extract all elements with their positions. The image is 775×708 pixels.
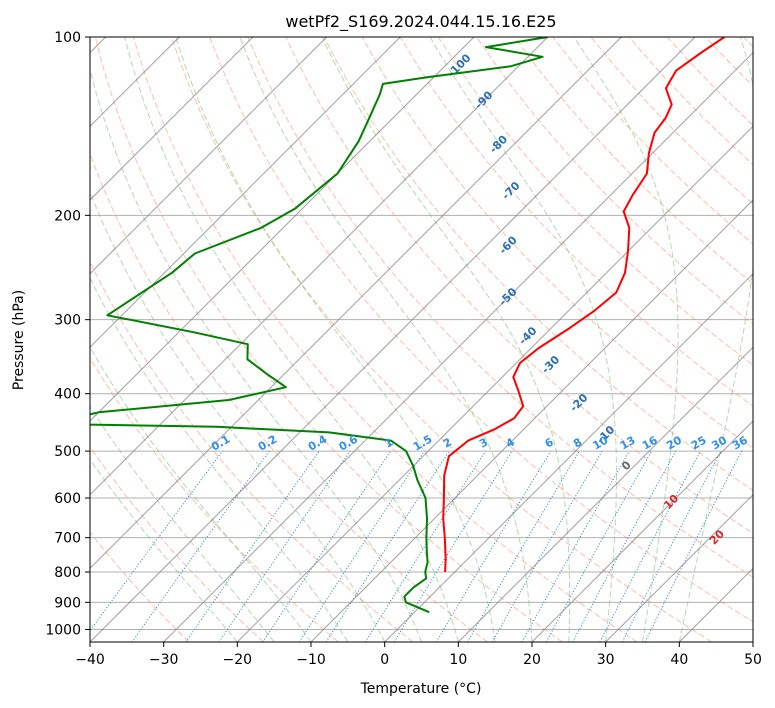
y-tick-label: 800 <box>54 565 81 581</box>
y-tick-label: 900 <box>54 595 81 611</box>
mixing-ratio-line <box>325 450 450 642</box>
dry-adiabat <box>399 37 753 407</box>
isotherm-line <box>310 199 753 642</box>
y-tick-label: 500 <box>54 444 81 460</box>
x-tick-label: −20 <box>223 652 253 668</box>
dry-adiabat <box>437 37 753 366</box>
isotherm-line <box>90 37 696 642</box>
dry-adiabat <box>90 356 339 642</box>
moist-adiabat <box>90 405 275 642</box>
dry-adiabat <box>247 37 753 578</box>
mixing-ratio-line <box>435 450 552 642</box>
dry-adiabat <box>90 446 264 642</box>
moist-adiabat <box>90 190 386 642</box>
moist-adiabat <box>90 346 312 642</box>
y-axis-label: Pressure (hPa) <box>11 290 27 390</box>
y-axis: 100 200 300 400 500 600 700 800 900 1000 <box>45 30 90 638</box>
mixing-ratio-line <box>599 450 701 642</box>
dry-adiabat <box>514 37 753 285</box>
isotherm-line <box>457 346 753 642</box>
mixing-ratio-line <box>364 450 486 642</box>
y-tick-label: 600 <box>54 491 81 507</box>
x-tick-label: 20 <box>523 652 541 668</box>
sounding-series <box>90 37 726 614</box>
moist-adiabat <box>90 277 349 642</box>
dry-adiabat <box>90 152 488 642</box>
moist-adiabat <box>90 458 238 642</box>
dry-adiabat <box>285 37 753 535</box>
pressure-grid <box>90 37 753 630</box>
dry-adiabat <box>209 37 753 623</box>
moist-adiabat <box>239 37 533 642</box>
isotherm-line <box>163 51 753 642</box>
x-tick-label: 40 <box>670 652 688 668</box>
isotherm-line <box>531 420 753 642</box>
x-tick-label: 50 <box>744 652 762 668</box>
isotherm-line <box>90 37 549 496</box>
x-axis-label: Temperature (°C) <box>360 681 482 697</box>
y-tick-label: 100 <box>54 30 81 46</box>
dewpoint-profile <box>90 37 548 614</box>
isotherm-line <box>90 37 328 275</box>
mixing-ratio-line <box>90 450 223 632</box>
moist-adiabat <box>175 37 496 642</box>
x-axis: −40 −30 −20 −10 0 10 20 30 40 50 <box>75 642 762 668</box>
moist-adiabat <box>573 37 679 642</box>
isotherm-line <box>90 37 622 570</box>
x-tick-label: 30 <box>597 652 615 668</box>
y-tick-label: 300 <box>54 313 81 329</box>
isotherm-line <box>90 37 475 422</box>
y-tick-label: 1000 <box>45 622 81 638</box>
mixing-ratio-line <box>467 450 580 642</box>
isotherm-line <box>605 493 753 642</box>
mixing-ratio-line <box>621 450 722 642</box>
y-tick-label: 400 <box>54 387 81 403</box>
isotherm-line <box>236 125 753 642</box>
x-tick-label: 0 <box>380 652 389 668</box>
mixing-ratio-line <box>545 450 653 642</box>
moist-adiabat <box>429 37 617 642</box>
dry-adiabat <box>90 531 190 642</box>
mixing-ratio-line <box>262 450 392 642</box>
y-tick-label: 700 <box>54 531 81 547</box>
isotherm-line <box>90 37 254 201</box>
dry-adiabat <box>94 37 563 642</box>
moist-adiabat <box>678 37 753 642</box>
dry-adiabat <box>361 37 753 449</box>
isotherms <box>90 37 753 642</box>
x-tick-label: −30 <box>149 652 179 668</box>
moist-adiabat <box>321 37 571 642</box>
moist-adiabat <box>124 37 459 642</box>
mixing-ratio-lines <box>90 450 743 642</box>
mixing-ratio-line <box>298 450 425 642</box>
temperature-profile <box>442 37 726 573</box>
mixing-ratio-line <box>131 450 270 642</box>
dry-adiabats <box>90 37 753 642</box>
moist-adiabat <box>90 67 422 642</box>
isotherm-line <box>90 37 401 349</box>
x-tick-label: −10 <box>296 652 326 668</box>
moist-adiabats <box>90 37 753 642</box>
dry-adiabat <box>132 37 638 642</box>
y-tick-label: 200 <box>54 208 81 224</box>
x-tick-label: 10 <box>449 652 467 668</box>
plot-frame <box>89 36 754 643</box>
isotherm-line <box>384 272 753 642</box>
chart-title: wetPf2_S169.2024.044.15.16.E25 <box>285 12 556 32</box>
x-tick-label: −40 <box>75 652 105 668</box>
